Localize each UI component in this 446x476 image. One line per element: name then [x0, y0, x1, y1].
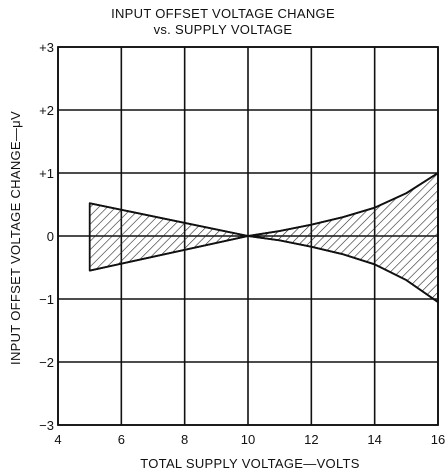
x-tick-label: 10 — [241, 432, 255, 447]
y-tick-label: +2 — [39, 103, 54, 118]
y-axis-label: INPUT OFFSET VOLTAGE CHANGE—μV — [8, 111, 23, 365]
chart-subtitle: vs. SUPPLY VOLTAGE — [153, 22, 293, 37]
chart-title: INPUT OFFSET VOLTAGE CHANGE — [111, 6, 335, 21]
y-tick-label: +3 — [39, 40, 54, 55]
upper-bound-line — [89, 172, 439, 237]
x-tick-label: 12 — [304, 432, 318, 447]
y-tick-label: −1 — [39, 292, 54, 307]
x-axis-label: TOTAL SUPPLY VOLTAGE—VOLTS — [140, 456, 360, 471]
x-tick-label: 4 — [54, 432, 61, 447]
x-tick-label: 6 — [118, 432, 125, 447]
x-tick-label: 14 — [367, 432, 381, 447]
data-band — [88, 172, 439, 303]
y-tick-label: −2 — [39, 355, 54, 370]
tick-labels: 4 6 8 10 12 14 16 +3 +2 +1 0 −1 −2 −3 — [39, 40, 445, 447]
y-tick-label: −3 — [39, 418, 54, 433]
x-tick-label: 8 — [181, 432, 188, 447]
lower-bound-line — [89, 235, 439, 303]
y-tick-label: 0 — [47, 229, 54, 244]
x-tick-label: 16 — [431, 432, 445, 447]
y-tick-label: +1 — [39, 166, 54, 181]
